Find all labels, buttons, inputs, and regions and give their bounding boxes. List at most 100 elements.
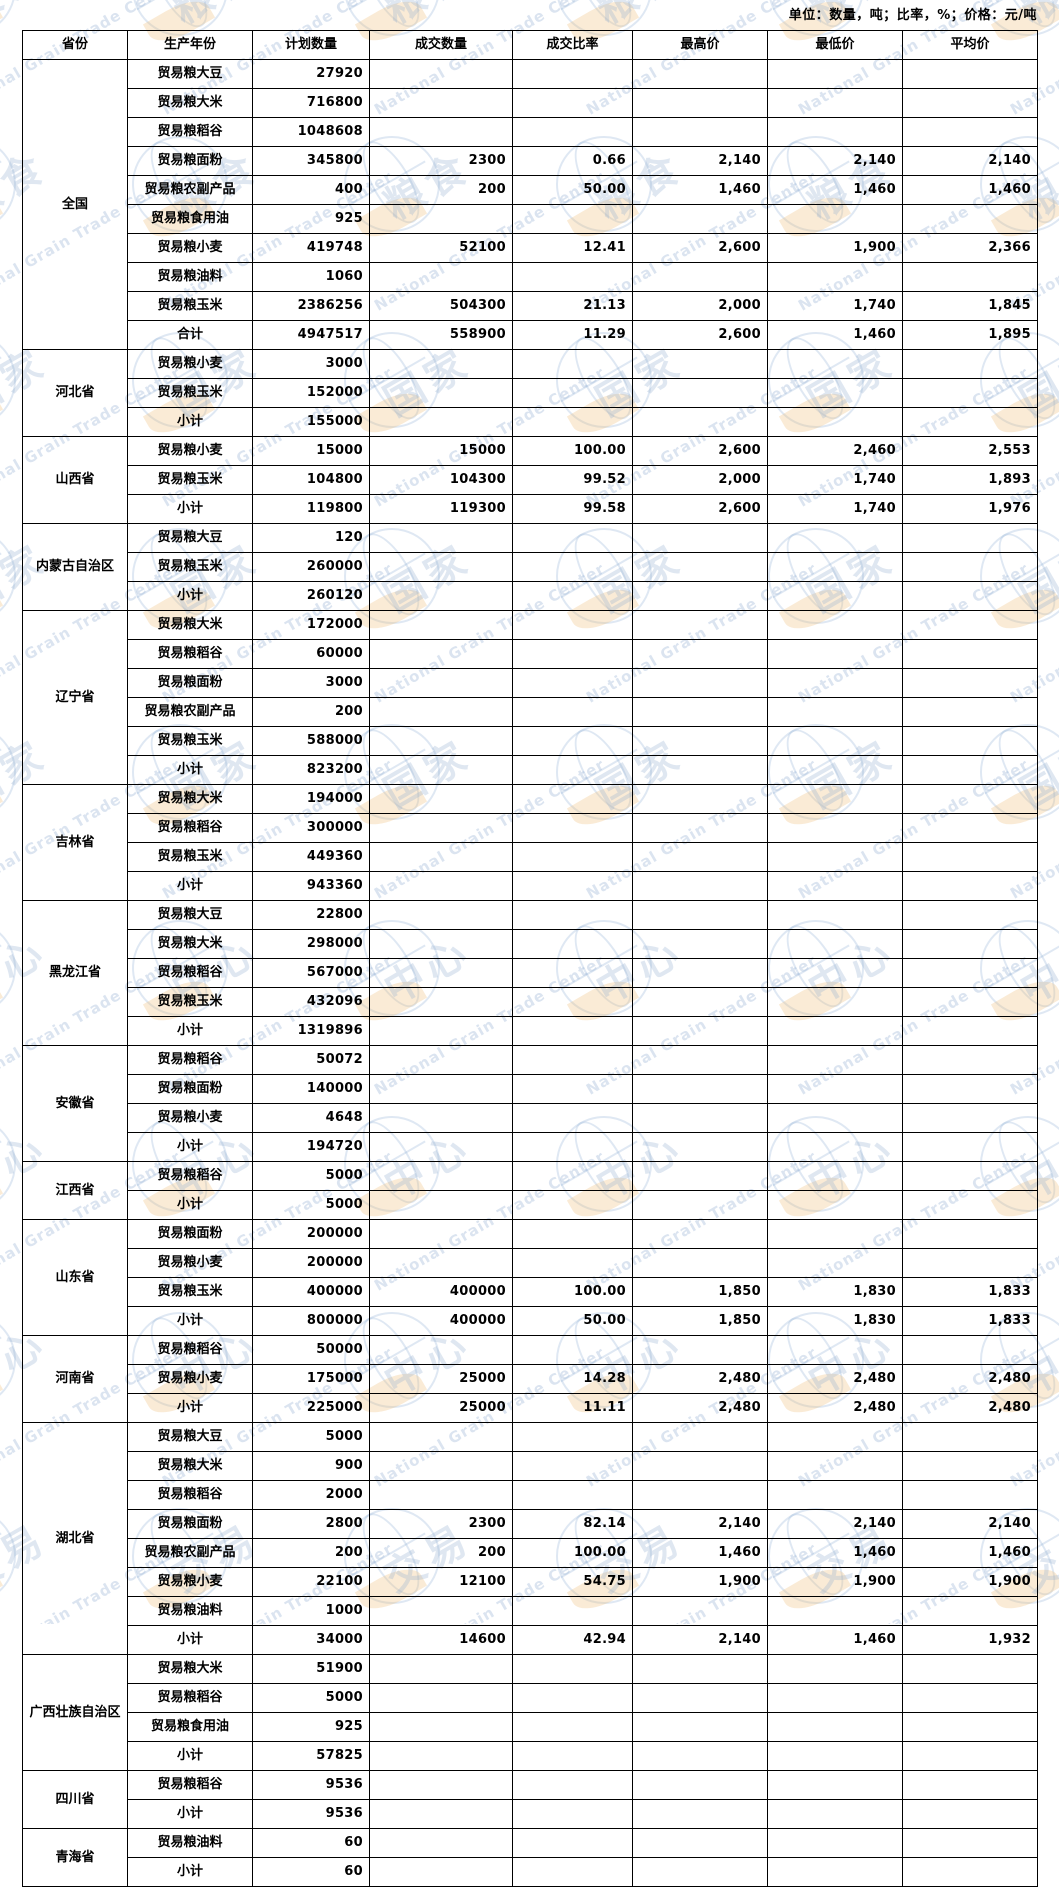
deal-rate-cell: 82.14 [512, 1509, 633, 1539]
deal-qty-cell: 25000 [369, 1393, 513, 1423]
table-row: 贸易粮稻谷 60000 [23, 639, 1038, 669]
highest-price-cell [632, 668, 768, 698]
highest-price-cell [632, 59, 768, 89]
deal-rate-cell [512, 784, 633, 814]
table-row: 全国 贸易粮大豆 27920 [22, 59, 1038, 350]
variety-cell: 贸易粮油料 [127, 1828, 253, 1858]
deal-qty-cell: 558900 [369, 320, 513, 350]
deal-rate-cell [512, 639, 633, 669]
table-row: 小计 5000 [23, 1190, 1038, 1220]
lowest-price-cell [767, 1712, 903, 1742]
average-price-cell [902, 1045, 1038, 1075]
highest-price-cell [632, 871, 768, 901]
variety-cell: 贸易粮油料 [127, 262, 253, 292]
plan-qty-cell: 2386256 [252, 291, 370, 321]
deal-rate-cell [512, 262, 633, 292]
plan-qty-cell: 5000 [252, 1190, 370, 1220]
variety-cell: 小计 [127, 1016, 253, 1046]
lowest-price-cell: 2,140 [767, 146, 903, 176]
variety-cell: 贸易粮大米 [127, 1451, 253, 1481]
highest-price-cell [632, 1248, 768, 1278]
variety-cell: 贸易粮大豆 [127, 1422, 253, 1452]
plan-qty-cell: 225000 [252, 1393, 370, 1423]
average-price-cell [902, 117, 1038, 147]
average-price-cell: 1,833 [902, 1306, 1038, 1336]
variety-cell: 贸易粮小麦 [127, 1364, 253, 1394]
average-price-cell [902, 784, 1038, 814]
lowest-price-cell: 1,900 [767, 1567, 903, 1597]
deal-rate-cell [512, 1683, 633, 1713]
table-row: 贸易粮大米 298000 [23, 929, 1038, 959]
deal-rate-cell: 50.00 [512, 175, 633, 205]
table-row: 内蒙古自治区 贸易粮大豆 120 [22, 523, 1038, 611]
plan-qty-cell: 60 [252, 1828, 370, 1858]
table-row: 贸易粮玉米 104800 104300 99.52 2,000 1,740 1,893 [23, 465, 1038, 495]
deal-rate-cell: 12.41 [512, 233, 633, 263]
lowest-price-cell: 1,900 [767, 233, 903, 263]
lowest-price-cell: 2,480 [767, 1364, 903, 1394]
variety-cell: 贸易粮玉米 [127, 378, 253, 408]
table-row: 江西省 贸易粮稻谷 5000 [22, 1161, 1038, 1220]
table-row: 小计 823200 [23, 755, 1038, 785]
variety-cell: 贸易粮稻谷 [127, 1480, 253, 1510]
plan-qty-cell: 1060 [252, 262, 370, 292]
variety-cell: 小计 [127, 407, 253, 437]
lowest-price-cell [767, 755, 903, 785]
plan-qty-cell: 34000 [252, 1625, 370, 1655]
average-price-cell [902, 1016, 1038, 1046]
table-row: 贸易粮油料 1000 [23, 1596, 1038, 1626]
highest-price-cell: 2,480 [632, 1393, 768, 1423]
variety-cell: 贸易粮小麦 [127, 1248, 253, 1278]
deal-rate-cell [512, 1654, 633, 1684]
variety-cell: 贸易粮玉米 [127, 987, 253, 1017]
plan-qty-cell: 2000 [252, 1480, 370, 1510]
deal-rate-cell [512, 755, 633, 785]
variety-cell: 贸易粮玉米 [127, 465, 253, 495]
variety-cell: 贸易粮玉米 [127, 842, 253, 872]
lowest-price-cell: 1,460 [767, 320, 903, 350]
column-header-variety: 生产年份 [127, 30, 253, 60]
deal-qty-cell: 119300 [369, 494, 513, 524]
plan-qty-cell: 175000 [252, 1364, 370, 1394]
lowest-price-cell [767, 1045, 903, 1075]
deal-rate-cell [512, 117, 633, 147]
deal-rate-cell [512, 610, 633, 640]
province-cell: 广西壮族自治区 [22, 1654, 128, 1771]
average-price-cell: 1,833 [902, 1277, 1038, 1307]
variety-cell: 小计 [127, 1306, 253, 1336]
highest-price-cell [632, 900, 768, 930]
variety-cell: 贸易粮面粉 [127, 1074, 253, 1104]
highest-price-cell [632, 1132, 768, 1162]
variety-cell: 小计 [127, 1857, 253, 1887]
plan-qty-cell: 823200 [252, 755, 370, 785]
deal-rate-cell: 0.66 [512, 146, 633, 176]
table-row: 贸易粮食用油 925 [23, 1712, 1038, 1742]
table-row: 贸易粮玉米 588000 [23, 726, 1038, 756]
average-price-cell: 2,553 [902, 436, 1038, 466]
province-cell: 辽宁省 [22, 610, 128, 785]
variety-cell: 贸易粮稻谷 [127, 958, 253, 988]
variety-cell: 贸易粮小麦 [127, 436, 253, 466]
deal-rate-cell [512, 1335, 633, 1365]
average-price-cell [902, 1741, 1038, 1771]
deal-rate-cell: 11.29 [512, 320, 633, 350]
highest-price-cell [632, 697, 768, 727]
deal-qty-cell [369, 581, 513, 611]
average-price-cell: 1,460 [902, 1538, 1038, 1568]
average-price-cell [902, 668, 1038, 698]
table-row: 广西壮族自治区 贸易粮大米 51900 [22, 1654, 1038, 1771]
deal-rate-cell [512, 378, 633, 408]
deal-rate-cell: 54.75 [512, 1567, 633, 1597]
province-cell: 黑龙江省 [22, 900, 128, 1046]
variety-cell: 贸易粮大豆 [127, 523, 253, 553]
deal-qty-cell [369, 1857, 513, 1887]
lowest-price-cell [767, 407, 903, 437]
deal-rate-cell [512, 1103, 633, 1133]
highest-price-cell: 1,850 [632, 1277, 768, 1307]
deal-rate-cell [512, 1161, 633, 1191]
average-price-cell: 1,893 [902, 465, 1038, 495]
deal-rate-cell [512, 813, 633, 843]
deal-qty-cell [369, 726, 513, 756]
deal-rate-cell [512, 1422, 633, 1452]
table-row: 贸易粮玉米 260000 [23, 552, 1038, 582]
